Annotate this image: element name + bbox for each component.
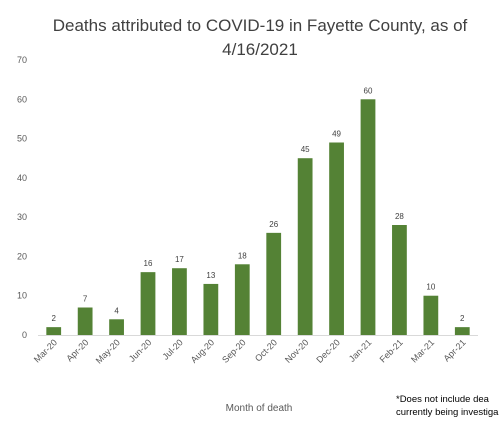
y-tick-label: 40 bbox=[17, 173, 27, 183]
x-tick-label: Jan-21 bbox=[347, 337, 374, 364]
bar bbox=[46, 327, 62, 335]
bar bbox=[392, 225, 407, 335]
x-tick-label: Aug-20 bbox=[189, 337, 217, 365]
data-label: 45 bbox=[301, 145, 310, 154]
bar bbox=[234, 264, 250, 335]
bar bbox=[77, 307, 93, 335]
bar bbox=[297, 158, 313, 335]
footnote-line-1: *Does not include dea bbox=[396, 394, 489, 405]
x-tick-label: Nov-20 bbox=[283, 337, 311, 365]
chart-title: Deaths attributed to COVID-19 in Fayette… bbox=[40, 14, 480, 62]
x-tick-label: Mar-20 bbox=[32, 337, 59, 364]
footnote: *Does not include dea currently being in… bbox=[396, 393, 500, 419]
bar bbox=[109, 319, 124, 335]
x-tick-label: Sep-20 bbox=[220, 337, 248, 365]
y-tick-label: 10 bbox=[17, 291, 27, 301]
footnote-line-2: currently being investiga bbox=[396, 407, 499, 418]
bar bbox=[360, 99, 376, 336]
data-label: 26 bbox=[269, 220, 278, 229]
bar bbox=[423, 295, 439, 335]
data-label: 7 bbox=[83, 295, 88, 304]
chart-title-line-2: 4/16/2021 bbox=[222, 40, 298, 59]
data-label: 16 bbox=[144, 259, 153, 268]
bar bbox=[329, 142, 344, 335]
data-label: 18 bbox=[238, 251, 247, 260]
x-tick-label: May-20 bbox=[94, 337, 122, 365]
x-tick-label: Jul-20 bbox=[160, 337, 184, 361]
x-tick-label: Mar-21 bbox=[409, 337, 436, 364]
x-tick-label: Apr-20 bbox=[64, 337, 90, 363]
x-tick-label: Apr-21 bbox=[442, 337, 468, 363]
y-tick-label: 30 bbox=[17, 212, 27, 222]
data-label: 2 bbox=[51, 314, 56, 323]
data-label: 28 bbox=[395, 212, 404, 221]
x-tick-label: Feb-21 bbox=[378, 337, 405, 364]
bar bbox=[172, 268, 187, 335]
bar bbox=[203, 283, 219, 335]
y-tick-label: 20 bbox=[17, 251, 27, 261]
y-tick-label: 50 bbox=[17, 134, 27, 144]
data-label: 60 bbox=[364, 86, 373, 95]
data-label: 13 bbox=[206, 271, 215, 280]
x-axis-ticks: Mar-20 Apr-20 May-20 Jun-20 Jul-20 Aug-20 Sep-… bbox=[32, 337, 468, 365]
y-tick-label: 60 bbox=[17, 94, 27, 104]
x-tick-label: Jun-20 bbox=[127, 337, 154, 364]
x-axis-title: Month of death bbox=[226, 403, 293, 414]
bar bbox=[266, 232, 282, 335]
data-label: 49 bbox=[332, 130, 341, 139]
data-label: 10 bbox=[426, 283, 435, 292]
y-tick-label: 70 bbox=[17, 55, 27, 65]
x-tick-label: Oct-20 bbox=[253, 337, 279, 363]
data-label: 4 bbox=[114, 306, 119, 315]
data-labels: 2 7 4 16 17 13 18 26 45 49 60 28 10 2 bbox=[51, 86, 465, 323]
chart-title-line-1: Deaths attributed to COVID-19 in Fayette… bbox=[52, 16, 468, 35]
y-tick-label: 0 bbox=[22, 330, 27, 340]
bar bbox=[454, 327, 470, 335]
data-label: 17 bbox=[175, 255, 184, 264]
x-tick-label: Dec-20 bbox=[314, 337, 342, 365]
data-label: 2 bbox=[460, 314, 465, 323]
y-axis-ticks: 0 10 20 30 40 50 60 70 bbox=[17, 55, 27, 340]
bar bbox=[140, 272, 156, 335]
bars bbox=[46, 99, 470, 336]
